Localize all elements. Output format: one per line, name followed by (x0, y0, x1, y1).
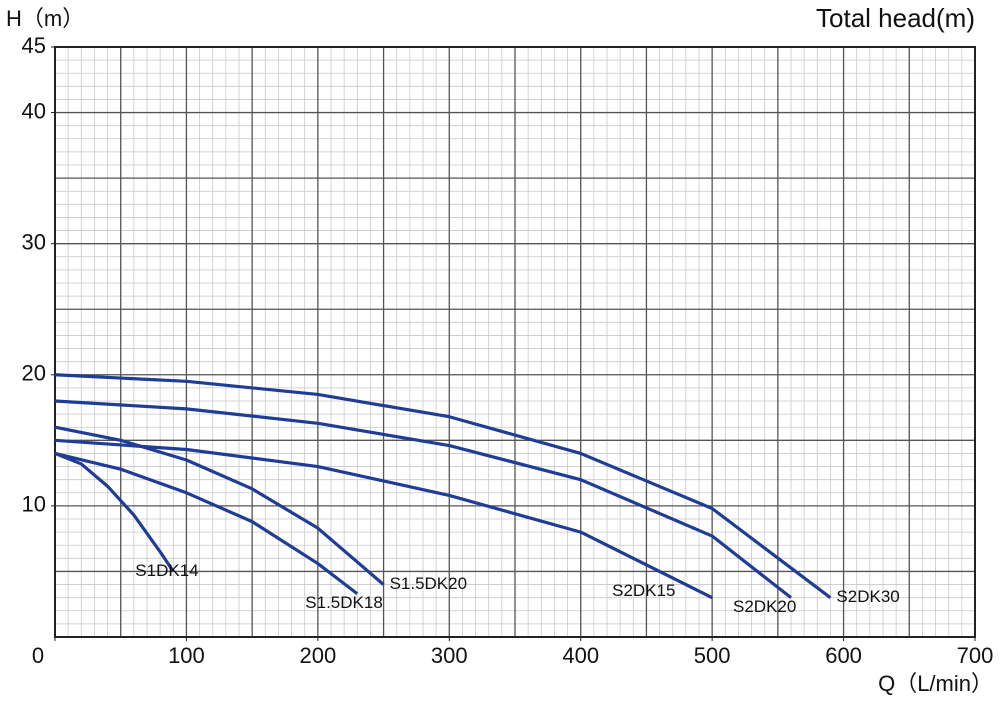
series-label: S1DK14 (135, 561, 198, 580)
x-tick-label: 700 (957, 643, 994, 668)
curve (54, 399, 792, 599)
curve (54, 451, 359, 596)
series-label: S1.5DK20 (390, 574, 468, 593)
x-tick-label: 500 (694, 643, 731, 668)
y-axis-label: H（m） (6, 6, 84, 31)
x-tick-label: 400 (562, 643, 599, 668)
x-tick-label: 100 (168, 643, 205, 668)
series-label: S2DK15 (612, 581, 675, 600)
series-label: S1.5DK18 (305, 593, 383, 612)
curve (54, 451, 175, 573)
plot-frame (54, 46, 976, 638)
curve (54, 373, 832, 599)
x-tick-label: 200 (299, 643, 336, 668)
curve (54, 425, 385, 586)
series-label: S2DK20 (733, 597, 796, 616)
y-tick-label: 30 (22, 229, 46, 254)
x-tick-label: 300 (431, 643, 468, 668)
curve (54, 438, 713, 600)
x-tick-label: 0 (32, 643, 44, 668)
y-tick-label: 20 (22, 361, 46, 386)
y-tick-label: 10 (22, 492, 46, 517)
x-axis-label: Q（L/min） (878, 671, 993, 696)
x-tick-label: 600 (825, 643, 862, 668)
chart-title: Total head(m) (816, 3, 975, 33)
y-tick-label: 40 (22, 98, 46, 123)
series-label: S2DK30 (836, 587, 899, 606)
y-tick-label: 45 (22, 33, 46, 58)
